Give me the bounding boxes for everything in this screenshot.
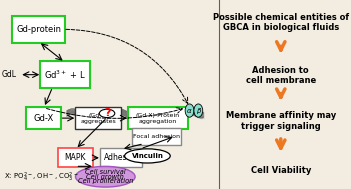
Text: X: PO$_4^{2-}$, OH$^-$, CO$_3^{2-}$: X: PO$_4^{2-}$, OH$^-$, CO$_3^{2-}$ xyxy=(4,171,78,184)
Text: Gd-protein: Gd-protein xyxy=(16,25,61,34)
Text: (Gd-X)-Protein
aggregation: (Gd-X)-Protein aggregation xyxy=(136,113,180,124)
Text: β: β xyxy=(196,108,200,114)
Text: Membrane affinity may
trigger signaling: Membrane affinity may trigger signaling xyxy=(226,111,336,131)
FancyBboxPatch shape xyxy=(132,128,181,145)
Ellipse shape xyxy=(185,104,194,117)
Text: MAPK: MAPK xyxy=(65,153,86,162)
Text: α: α xyxy=(187,108,192,114)
Text: Gd$^{3+}$ + L: Gd$^{3+}$ + L xyxy=(44,68,86,81)
Text: Possible chemical entities of
GBCA in biological fluids: Possible chemical entities of GBCA in bi… xyxy=(213,13,349,32)
FancyBboxPatch shape xyxy=(26,107,61,129)
Text: Cell Viability: Cell Viability xyxy=(251,166,311,175)
Text: (Gd-X)
aggregates: (Gd-X) aggregates xyxy=(80,113,116,124)
FancyBboxPatch shape xyxy=(100,148,142,167)
FancyBboxPatch shape xyxy=(75,107,121,129)
Ellipse shape xyxy=(125,149,170,163)
Text: Adhesion to
cell membrane: Adhesion to cell membrane xyxy=(246,66,316,85)
Ellipse shape xyxy=(194,104,203,117)
Text: Vinculin: Vinculin xyxy=(132,153,163,159)
Text: ?: ? xyxy=(104,108,110,118)
Ellipse shape xyxy=(75,166,135,187)
Circle shape xyxy=(99,109,115,118)
Text: Focal adhesion: Focal adhesion xyxy=(133,134,180,139)
Text: Cell survival: Cell survival xyxy=(85,169,126,175)
Text: Cell proliferation: Cell proliferation xyxy=(78,178,133,184)
FancyBboxPatch shape xyxy=(40,61,90,88)
FancyBboxPatch shape xyxy=(12,16,65,43)
FancyBboxPatch shape xyxy=(128,107,188,129)
FancyBboxPatch shape xyxy=(58,148,93,167)
Text: Cell growth: Cell growth xyxy=(86,174,124,180)
Text: Adhesion: Adhesion xyxy=(104,153,139,162)
Text: Gd-X: Gd-X xyxy=(34,114,54,123)
Text: GdL: GdL xyxy=(2,70,17,79)
